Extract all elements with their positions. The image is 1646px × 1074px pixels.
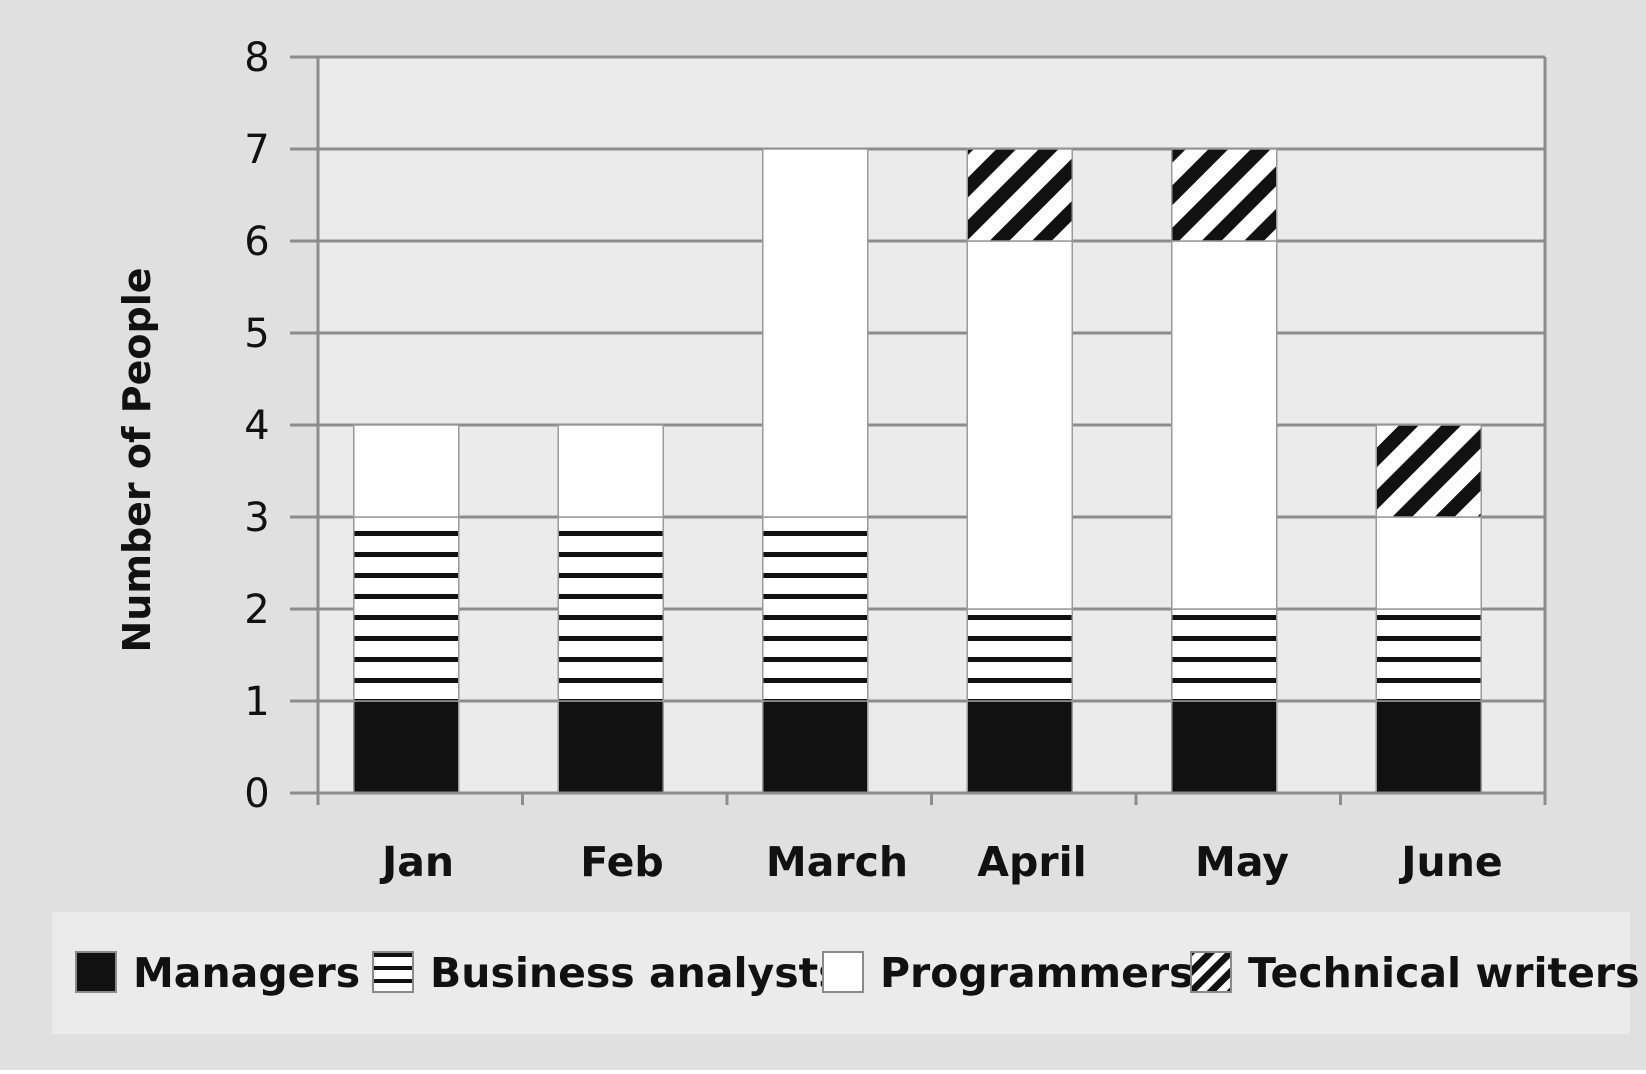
- bar-segment-business-analysts: [762, 516, 869, 702]
- bar-segment-business-analysts: [557, 516, 664, 702]
- y-tick-label: 7: [244, 127, 269, 173]
- bar-segment-technical-writers: [966, 148, 1073, 242]
- legend-item-programmers: Programmers: [822, 949, 1194, 997]
- bar-segment-technical-writers: [1375, 424, 1482, 518]
- bar-segment-programmers: [557, 424, 664, 518]
- bar-segment-business-analysts: [1375, 608, 1482, 702]
- bar-segment-business-analysts: [353, 516, 460, 702]
- y-tick-label: 3: [244, 495, 269, 541]
- bar-segment-business-analysts: [966, 608, 1073, 702]
- bar-segment-managers: [557, 700, 664, 794]
- legend-label: Technical writers: [1248, 949, 1640, 997]
- bar-segment-programmers: [1375, 516, 1482, 610]
- x-tick-label: May: [1195, 838, 1289, 886]
- bar-stack-june: [1375, 424, 1482, 794]
- bar-segment-managers: [1171, 700, 1278, 794]
- legend-item-managers: Managers: [75, 949, 360, 997]
- bar-stack-march: [762, 148, 869, 794]
- legend-label: Business analysts: [430, 949, 843, 997]
- legend-swatch: [75, 951, 117, 993]
- bar-segment-managers: [762, 700, 869, 794]
- legend-label: Managers: [133, 949, 360, 997]
- legend-swatch: [822, 951, 864, 993]
- legend-swatch: [1190, 951, 1232, 993]
- x-tick-label: Feb: [580, 838, 664, 886]
- x-axis: Jan Feb March April May June: [316, 791, 1547, 886]
- y-tick-label: 4: [244, 403, 269, 449]
- bar-segment-programmers: [762, 148, 869, 518]
- x-tick-label: Jan: [379, 838, 454, 886]
- bar-segment-technical-writers: [1171, 148, 1278, 242]
- bar-segment-programmers: [966, 240, 1073, 610]
- x-tick-label: March: [766, 838, 908, 886]
- bar-stack-jan: [353, 424, 460, 794]
- bar-stack-april: [966, 148, 1073, 794]
- bar-segment-managers: [353, 700, 460, 794]
- legend-label: Programmers: [880, 949, 1194, 997]
- legend-item-technical-writers: Technical writers: [1190, 949, 1640, 997]
- y-tick-label: 8: [244, 35, 269, 81]
- bar-stack-may: [1171, 148, 1278, 794]
- y-axis-title: Number of People: [115, 268, 159, 653]
- legend: Managers Business analysts Programmers Tech…: [75, 949, 1640, 997]
- gridlines: [290, 55, 1547, 803]
- y-tick-label: 0: [244, 771, 269, 817]
- bar-segment-managers: [1375, 700, 1482, 794]
- y-tick-label: 6: [244, 219, 269, 265]
- legend-swatch: [372, 951, 414, 993]
- y-axis: 0 1 2 3 4 5 6 7 8: [244, 35, 320, 817]
- x-tick-label: June: [1398, 838, 1502, 886]
- x-tick-label: April: [977, 838, 1086, 886]
- y-tick-label: 5: [244, 311, 269, 357]
- bar-stacks: [353, 148, 1482, 794]
- bar-segment-managers: [966, 700, 1073, 794]
- legend-item-business-analysts: Business analysts: [372, 949, 843, 997]
- bar-segment-programmers: [1171, 240, 1278, 610]
- bar-segment-programmers: [353, 424, 460, 518]
- y-tick-label: 2: [244, 587, 269, 633]
- y-tick-label: 1: [244, 679, 269, 725]
- bar-segment-business-analysts: [1171, 608, 1278, 702]
- bar-stack-feb: [557, 424, 664, 794]
